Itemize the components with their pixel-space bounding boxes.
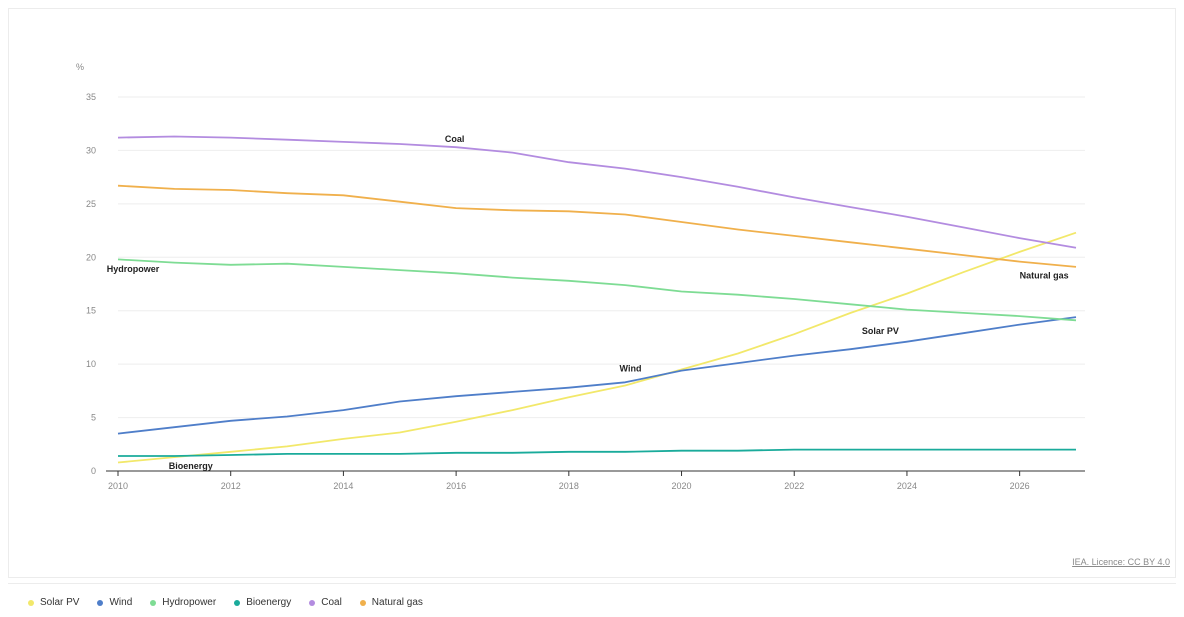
series-annotation: Solar PV xyxy=(862,326,899,336)
legend-label: Wind xyxy=(109,597,133,608)
legend-dot-icon xyxy=(234,599,241,606)
chart-frame xyxy=(8,8,1176,578)
legend-item[interactable]: Hydropower xyxy=(150,597,216,608)
x-tick-label: 2010 xyxy=(108,481,128,491)
legend-dot-icon xyxy=(309,599,316,606)
x-tick-label: 2024 xyxy=(897,481,917,491)
y-axis-unit: % xyxy=(76,62,84,72)
legend-item[interactable]: Bioenergy xyxy=(234,597,291,608)
legend-label: Solar PV xyxy=(40,597,80,608)
x-tick-label: 2016 xyxy=(446,481,466,491)
series-annotation: Wind xyxy=(620,364,642,374)
legend-label: Coal xyxy=(321,597,342,608)
x-tick-label: 2014 xyxy=(333,481,353,491)
y-tick-label: 20 xyxy=(86,252,96,262)
y-tick-label: 0 xyxy=(91,466,96,476)
license-link[interactable]: IEA. Licence: CC BY 4.0 xyxy=(1072,557,1170,567)
y-tick-label: 35 xyxy=(86,92,96,102)
legend-item[interactable]: Solar PV xyxy=(28,597,79,608)
series-annotation: Coal xyxy=(445,134,465,144)
legend-dot-icon xyxy=(359,599,366,606)
legend-item[interactable]: Natural gas xyxy=(359,597,423,608)
series-annotation: Natural gas xyxy=(1020,271,1069,281)
legend-dot-icon xyxy=(28,599,34,606)
legend-label: Natural gas xyxy=(371,597,423,608)
y-tick-label: 10 xyxy=(86,359,96,369)
series-line-wind xyxy=(117,316,1077,435)
series-annotation: Hydropower xyxy=(107,264,160,274)
legend-item[interactable]: Wind xyxy=(97,597,132,608)
x-tick-label: 2020 xyxy=(672,481,692,491)
series-line-coal xyxy=(117,135,1077,249)
legend: Solar PV Wind Hydropower Bioenergy Coal Natur… xyxy=(28,597,423,608)
y-tick-label: 25 xyxy=(86,199,96,209)
series-line-natural-gas xyxy=(117,184,1077,268)
x-tick-label: 2026 xyxy=(1010,481,1030,491)
legend-item[interactable]: Coal xyxy=(309,597,342,608)
legend-separator xyxy=(8,583,1176,584)
legend-label: Hydropower xyxy=(162,597,217,608)
y-tick-label: 5 xyxy=(91,413,96,423)
series-annotation: Bioenergy xyxy=(169,461,213,471)
series-line-hydropower xyxy=(117,258,1077,322)
y-tick-label: 15 xyxy=(86,306,96,316)
x-tick-label: 2018 xyxy=(559,481,579,491)
x-tick-label: 2022 xyxy=(784,481,804,491)
series-line-bioenergy xyxy=(118,448,1076,457)
legend-label: Bioenergy xyxy=(246,597,292,608)
legend-dot-icon xyxy=(97,599,104,606)
legend-dot-icon xyxy=(150,599,157,606)
x-tick-label: 2012 xyxy=(221,481,241,491)
y-tick-label: 30 xyxy=(86,145,96,155)
series-line-solar-pv xyxy=(117,231,1077,464)
